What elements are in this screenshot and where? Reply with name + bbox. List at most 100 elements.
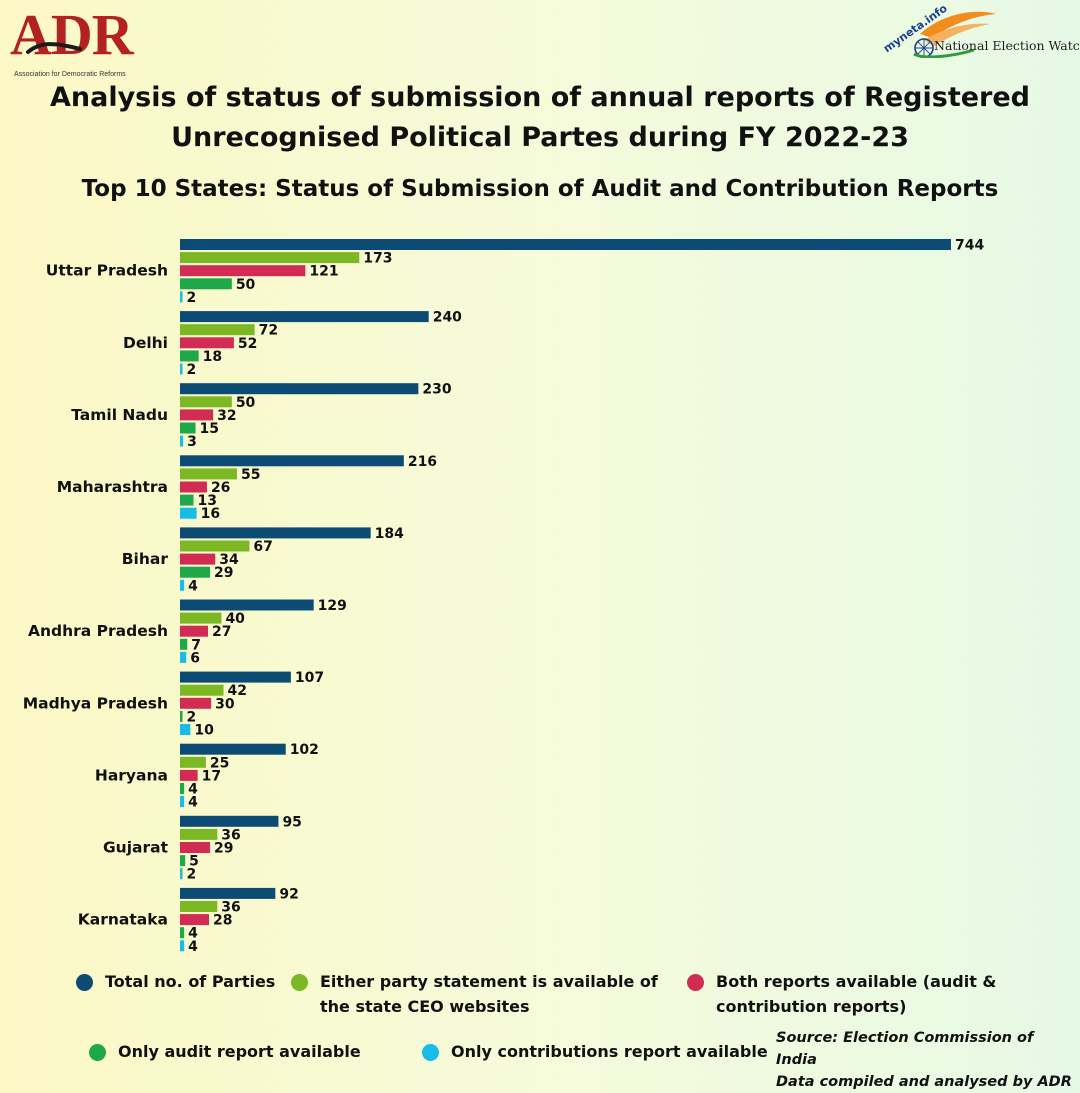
bar-karnataka-contrib: [180, 940, 185, 952]
bar-haryana-contrib: [180, 796, 185, 808]
legend-label-audit: Only audit report available: [118, 1042, 361, 1061]
category-label-gujarat: Gujarat: [103, 839, 169, 857]
bar-group-uttar-pradesh: Uttar Pradesh 744 173 121 50 2: [46, 238, 985, 306]
bar-uttar-pradesh-audit: [180, 278, 232, 290]
bar-bihar-contrib: [180, 579, 185, 591]
myneta-logo: myneta.info National Election Watch: [878, 2, 1080, 68]
data-label-uttar-pradesh-either: 173: [363, 251, 392, 267]
bar-andhra-pradesh-contrib: [180, 651, 187, 663]
bar-maharashtra-audit: [180, 494, 194, 506]
bar-andhra-pradesh-total: [180, 599, 314, 611]
data-label-andhra-pradesh-both: 27: [212, 624, 231, 640]
legend-dot-either: [291, 974, 308, 991]
data-label-karnataka-total: 92: [279, 886, 298, 902]
data-label-tamil-nadu-both: 32: [217, 408, 236, 424]
legend-label-total: Total no. of Parties: [105, 972, 276, 991]
bar-gujarat-either: [180, 828, 218, 840]
bar-uttar-pradesh-both: [180, 265, 306, 277]
data-label-madhya-pradesh-both: 30: [215, 696, 235, 712]
bar-gujarat-total: [180, 815, 279, 827]
data-label-maharashtra-total: 216: [408, 454, 437, 470]
bar-gujarat-contrib: [180, 868, 183, 880]
bar-delhi-either: [180, 324, 255, 336]
bar-chart: Uttar Pradesh744173121502Delhi2407252182…: [23, 238, 985, 955]
legend-dot-contrib: [422, 1044, 439, 1061]
data-label-haryana-total: 102: [290, 742, 319, 758]
bar-delhi-audit: [180, 350, 199, 362]
data-label-maharashtra-audit: 13: [197, 493, 216, 509]
data-label-madhya-pradesh-audit: 2: [187, 709, 197, 725]
bar-delhi-total: [180, 311, 429, 323]
data-label-bihar-either: 67: [253, 539, 272, 555]
legend-dot-total: [76, 974, 93, 991]
category-label-uttar-pradesh: Uttar Pradesh: [46, 262, 168, 280]
data-label-gujarat-either: 36: [221, 827, 240, 843]
data-label-gujarat-total: 95: [282, 814, 301, 830]
data-label-karnataka-both: 28: [213, 913, 232, 929]
adr-swoosh-icon: [26, 42, 82, 54]
new-text: National Election Watch: [934, 38, 1080, 53]
data-label-maharashtra-contrib: 16: [201, 506, 220, 522]
data-label-andhra-pradesh-audit: 7: [191, 637, 201, 653]
bar-bihar-either: [180, 540, 250, 552]
bar-madhya-pradesh-total: [180, 671, 291, 683]
data-label-uttar-pradesh-total: 744: [955, 238, 984, 254]
bar-delhi-contrib: [180, 363, 183, 375]
data-label-delhi-total: 240: [433, 310, 462, 326]
data-label-madhya-pradesh-total: 107: [295, 670, 324, 686]
bar-andhra-pradesh-both: [180, 625, 208, 637]
adr-logo-text: ADR: [10, 2, 134, 67]
source-line1: Source: Election Commission of India: [776, 1030, 1034, 1068]
legend-dot-audit: [89, 1044, 106, 1061]
category-label-tamil-nadu: Tamil Nadu: [71, 406, 168, 424]
bar-haryana-audit: [180, 783, 185, 794]
category-label-karnataka: Karnataka: [78, 911, 168, 929]
page-title-line1: Analysis of status of submission of annu…: [49, 82, 1031, 113]
data-label-haryana-either: 25: [210, 755, 229, 771]
data-label-andhra-pradesh-either: 40: [225, 611, 245, 627]
data-label-andhra-pradesh-total: 129: [318, 598, 347, 614]
data-label-bihar-total: 184: [375, 526, 404, 542]
bar-karnataka-either: [180, 901, 218, 912]
bar-madhya-pradesh-contrib: [180, 724, 191, 735]
category-label-bihar: Bihar: [122, 550, 169, 568]
adr-logo-tagline: Association for Democratic Reforms: [14, 71, 126, 78]
legend-dot-both: [687, 974, 704, 991]
bar-madhya-pradesh-either: [180, 684, 224, 696]
bar-andhra-pradesh-either: [180, 612, 222, 624]
data-label-bihar-contrib: 4: [188, 578, 198, 594]
data-label-andhra-pradesh-contrib: 6: [190, 650, 200, 666]
bar-haryana-either: [180, 756, 206, 768]
data-label-madhya-pradesh-contrib: 10: [194, 723, 214, 739]
bar-madhya-pradesh-both: [180, 697, 212, 709]
data-label-gujarat-contrib: 2: [187, 867, 197, 883]
legend-label-either: Either party statement is available of th…: [320, 972, 658, 1016]
data-label-tamil-nadu-contrib: 3: [187, 434, 197, 450]
data-label-tamil-nadu-total: 230: [422, 382, 451, 398]
bar-delhi-both: [180, 337, 234, 349]
bar-andhra-pradesh-audit: [180, 638, 188, 650]
bar-maharashtra-both: [180, 481, 207, 493]
data-label-karnataka-either: 36: [221, 900, 240, 916]
bar-uttar-pradesh-either: [180, 252, 360, 264]
data-label-delhi-contrib: 2: [187, 362, 197, 378]
data-label-bihar-both: 34: [219, 552, 239, 568]
legend-item-audit: Only audit report available: [89, 1042, 361, 1064]
legend-item-total: Total no. of Parties: [76, 972, 275, 994]
legend-item-both: Both reports available (audit & contribut…: [687, 972, 996, 1019]
bar-karnataka-total: [180, 887, 276, 899]
data-label-delhi-audit: 18: [203, 349, 222, 365]
bar-bihar-total: [180, 527, 371, 539]
legend-label-both: Both reports available (audit & contribut…: [716, 972, 997, 1016]
data-label-delhi-either: 72: [259, 323, 278, 339]
bar-gujarat-both: [180, 842, 211, 853]
flag-swoosh-icon: [913, 11, 996, 58]
bar-maharashtra-total: [180, 455, 404, 467]
